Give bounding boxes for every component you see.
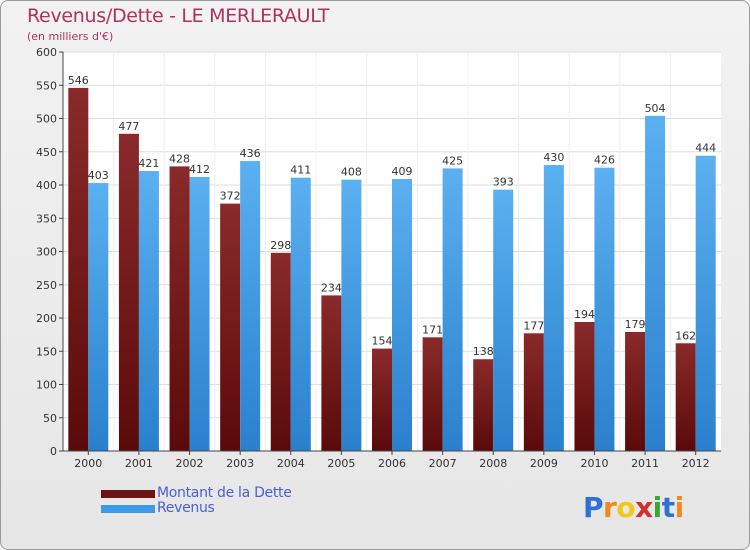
y-tick-label: 250	[36, 279, 57, 292]
bar-dette	[68, 87, 89, 451]
data-label-dette: 177	[523, 319, 544, 332]
data-label-revenus: 408	[341, 166, 362, 179]
x-tick-label: 2012	[682, 457, 710, 470]
y-tick-label: 0	[50, 445, 57, 458]
data-label-revenus: 425	[442, 154, 463, 167]
proxiti-logo: Proxiti	[583, 491, 684, 524]
bar-revenus	[189, 177, 210, 451]
logo-letter: i	[652, 491, 663, 524]
data-label-dette: 546	[68, 74, 89, 87]
x-tick-label: 2011	[631, 457, 659, 470]
axes	[59, 51, 721, 455]
y-tick-label: 400	[36, 179, 57, 192]
bar-dette	[270, 252, 291, 451]
bar-dette	[625, 331, 646, 451]
bar-revenus	[88, 183, 109, 451]
bar-dette	[523, 333, 544, 451]
legend-swatch-debt	[101, 490, 155, 498]
x-tick-label: 2004	[277, 457, 305, 470]
bar-dette	[675, 343, 696, 451]
data-label-dette: 154	[372, 335, 393, 348]
y-tick-label: 350	[36, 212, 57, 225]
data-label-revenus: 421	[138, 157, 159, 170]
bar-revenus	[493, 189, 514, 451]
legend-label-debt: Montant de la Dette	[157, 485, 292, 501]
data-label-revenus: 504	[645, 102, 666, 115]
data-label-dette: 162	[675, 329, 696, 342]
data-label-dette: 179	[625, 318, 646, 331]
bars	[68, 87, 716, 452]
y-tick-label: 300	[36, 246, 57, 259]
data-label-dette: 372	[220, 190, 241, 203]
legend-label-revenus: Revenus	[157, 500, 215, 516]
data-label-revenus: 426	[594, 154, 615, 167]
data-label-revenus: 436	[240, 147, 261, 160]
y-tick-label: 600	[36, 46, 57, 59]
bar-dette	[169, 166, 190, 451]
x-tick-label: 2002	[176, 457, 204, 470]
x-tick-label: 2003	[226, 457, 254, 470]
bar-revenus	[543, 165, 564, 452]
bar-dette	[574, 321, 595, 451]
y-tick-label: 50	[43, 412, 57, 425]
bar-revenus	[442, 168, 463, 451]
logo-letter: r	[603, 491, 617, 524]
data-label-revenus: 444	[695, 142, 716, 155]
logo-letter: x	[635, 491, 653, 524]
data-label-dette: 428	[169, 152, 190, 165]
bar-revenus	[341, 179, 362, 451]
bar-revenus	[645, 115, 666, 451]
bar-dette	[372, 348, 392, 451]
y-tick-label: 550	[36, 79, 57, 92]
data-label-revenus: 430	[543, 151, 564, 164]
data-label-dette: 194	[574, 308, 595, 321]
labels: 0 50 100 150 200 250 300 350 400 450 500 550 600 546 4…	[36, 46, 716, 470]
legend-swatch-revenus	[101, 505, 155, 513]
data-label-dette: 234	[321, 281, 342, 294]
bar-dette	[118, 133, 139, 452]
bar-dette	[321, 295, 342, 451]
x-tick-label: 2001	[125, 457, 153, 470]
x-tick-label: 2010	[580, 457, 608, 470]
data-label-revenus: 412	[189, 163, 210, 176]
x-tick-label: 2000	[74, 457, 102, 470]
x-tick-label: 2007	[429, 457, 457, 470]
data-label-dette: 138	[473, 345, 494, 358]
data-label-revenus: 411	[290, 164, 311, 177]
chart-title: Revenus/Dette - LE MERLERAULT	[27, 5, 330, 27]
y-tick-label: 200	[36, 312, 57, 325]
bar-revenus	[138, 171, 159, 451]
data-label-dette: 171	[422, 323, 443, 336]
y-tick-label: 100	[36, 379, 57, 392]
y-tick-label: 150	[36, 345, 57, 358]
bar-revenus	[290, 177, 311, 451]
data-label-revenus: 393	[493, 176, 514, 189]
bar-dette	[473, 359, 494, 451]
data-label-dette: 477	[118, 120, 139, 133]
bar-dette	[220, 203, 241, 451]
logo-letter: i	[674, 491, 685, 524]
bar-revenus	[240, 161, 261, 451]
bar-revenus	[392, 179, 412, 451]
data-label-revenus: 403	[88, 169, 109, 182]
bar-dette	[422, 337, 443, 451]
data-label-revenus: 409	[392, 165, 413, 178]
logo-letter: t	[661, 491, 675, 524]
y-tick-label: 500	[36, 113, 57, 126]
logo-letter: o	[616, 491, 636, 524]
x-tick-label: 2008	[479, 457, 507, 470]
data-label-dette: 298	[270, 239, 291, 252]
x-tick-label: 2006	[378, 457, 406, 470]
x-tick-label: 2009	[530, 457, 558, 470]
chart-subtitle: (en milliers d'€)	[27, 30, 114, 43]
logo-letter: P	[583, 491, 604, 524]
x-tick-label: 2005	[327, 457, 355, 470]
y-tick-label: 450	[36, 146, 57, 159]
bar-revenus	[594, 167, 615, 451]
bar-revenus	[695, 155, 716, 452]
